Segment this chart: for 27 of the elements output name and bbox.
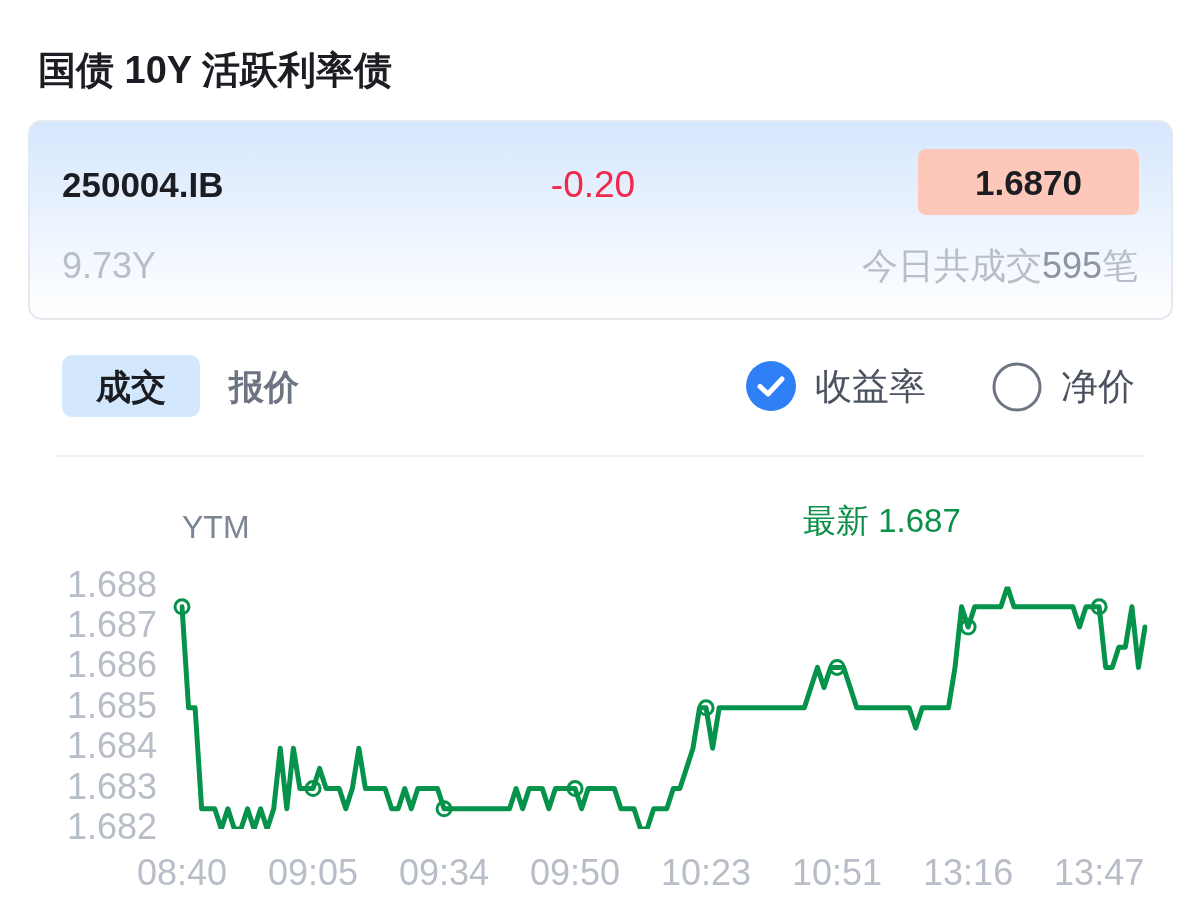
x-tick-label: 08:40 xyxy=(136,851,228,893)
text: 595 xyxy=(1041,245,1102,286)
text: 报价 xyxy=(229,366,299,406)
text: 今日共成交 xyxy=(861,245,1042,286)
x-tick-label: 13:47 xyxy=(1054,851,1145,893)
y-tick-label: 1.688 xyxy=(66,563,157,605)
text: -0.20 xyxy=(549,162,637,206)
y-axis-title: YTM xyxy=(182,509,250,545)
y-tick-label: 1.683 xyxy=(66,765,157,807)
text: 收益率 xyxy=(815,365,926,407)
text: 笔 xyxy=(1102,245,1138,286)
text: 最新 1.687 xyxy=(803,501,961,539)
chart-title: 国债 10Y 活跃利率债 xyxy=(38,49,393,91)
y-tick-label: 1.682 xyxy=(66,805,157,847)
y-tick-label: 1.684 xyxy=(66,725,157,767)
text: 9.73Y xyxy=(62,245,157,286)
x-tick-label: 10:51 xyxy=(792,851,883,893)
y-tick-label: 1.687 xyxy=(66,603,157,645)
x-tick-label: 10:23 xyxy=(661,851,752,893)
y-tick-label: 1.686 xyxy=(66,644,157,686)
x-tick-label: 13:16 xyxy=(923,851,1014,893)
x-tick-label: 09:34 xyxy=(398,851,490,893)
x-tick-label: 09:50 xyxy=(530,851,621,893)
text: 净价 xyxy=(1061,365,1135,407)
x-tick-label: 09:05 xyxy=(267,851,359,893)
text: 250004.IB xyxy=(62,164,224,204)
y-tick-label: 1.685 xyxy=(66,684,157,726)
